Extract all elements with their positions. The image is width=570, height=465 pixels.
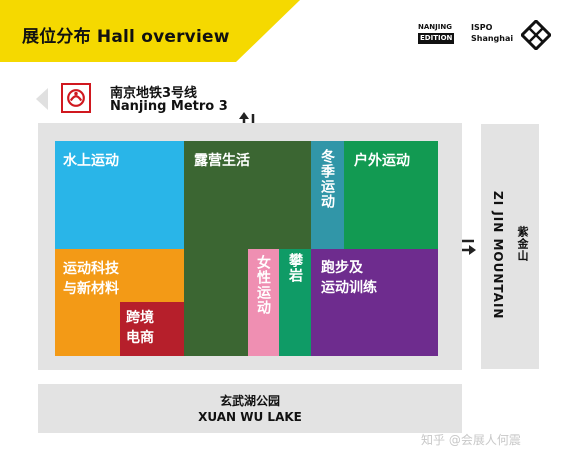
edition-line-1: NANJING xyxy=(418,23,452,31)
zone-label-line: 运动训练 xyxy=(321,280,377,296)
zone-label-line: 跨境 xyxy=(126,310,154,326)
zone-womens-sports[interactable]: 女性运动 xyxy=(248,249,279,356)
zone-label: 户外运动 xyxy=(354,153,410,169)
zone-label: 运动科技 与新材料 xyxy=(63,259,119,299)
zone-climbing[interactable]: 攀岩 xyxy=(279,249,311,356)
zone-label: 跑步及 运动训练 xyxy=(321,258,377,298)
nanjing-metro-logo-icon xyxy=(61,83,91,113)
zone-label: 冬季运动 xyxy=(319,149,335,209)
metro-name-en: Nanjing Metro 3 xyxy=(110,99,228,114)
zone-label: 女性运动 xyxy=(255,255,271,315)
ispo-brand: ISPO Shanghai xyxy=(471,22,513,44)
header-band xyxy=(0,0,570,62)
header-yellow-band xyxy=(0,0,300,62)
zone-crossover-ecommerce[interactable]: 跨境 电商 xyxy=(120,302,184,356)
mountain-name-en: ZI JIN MOUNTAIN xyxy=(491,191,505,320)
page-title: 展位分布 Hall overview xyxy=(22,27,230,47)
zijin-mountain-area xyxy=(481,124,539,369)
metro-name-cn: 南京地铁3号线 xyxy=(110,86,198,101)
zone-label: 水上运动 xyxy=(63,153,119,169)
zone-label-line: 与新材料 xyxy=(63,281,119,297)
zone-label: 攀岩 xyxy=(287,253,303,283)
lake-name-en: XUAN WU LAKE xyxy=(198,410,302,424)
zone-label-line: 电商 xyxy=(126,330,154,346)
zone-water-sports[interactable]: 水上运动 xyxy=(55,141,184,249)
zone-label: 跨境 电商 xyxy=(126,308,154,348)
zone-running-training[interactable]: 跑步及 运动训练 xyxy=(311,249,438,356)
zone-winter-sports[interactable]: 冬季运动 xyxy=(311,141,344,249)
nanjing-edition-badge: NANJING EDITION xyxy=(418,22,468,46)
lake-name-cn: 玄武湖公园 xyxy=(219,394,280,408)
zone-label-line: 跑步及 xyxy=(321,260,363,276)
xuanwu-lake-area xyxy=(38,384,462,433)
edition-line-2: EDITION xyxy=(418,33,455,44)
watermark: 知乎 @会展人何震 xyxy=(421,433,521,447)
zone-outdoor-sports[interactable]: 户外运动 xyxy=(344,141,438,249)
zone-label: 露营生活 xyxy=(194,153,250,169)
zone-label-line: 运动科技 xyxy=(63,261,119,277)
ispo-line-2: Shanghai xyxy=(471,34,514,43)
back-arrow-icon xyxy=(36,88,48,110)
mountain-name-cn: 紫金山 xyxy=(516,226,529,262)
ispo-logo-icon xyxy=(521,20,551,50)
ispo-line-1: ISPO xyxy=(471,23,493,32)
